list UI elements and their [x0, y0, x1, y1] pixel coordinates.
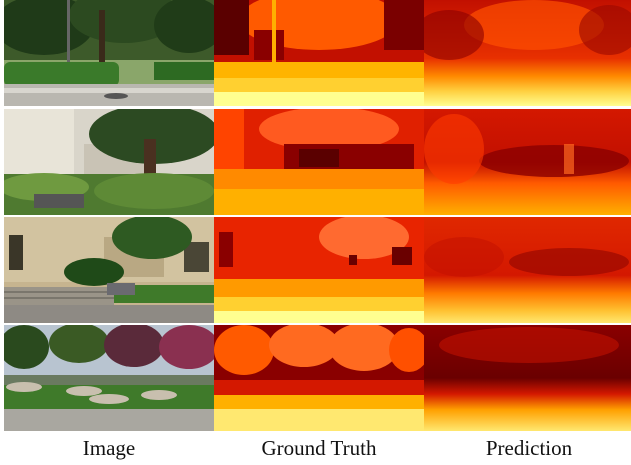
predicted-depth-4 — [424, 325, 631, 431]
column-label-prediction: Prediction — [485, 436, 573, 460]
scene-image-3 — [4, 217, 214, 323]
ground-truth-depth-1 — [214, 0, 424, 106]
scene-image-4 — [4, 325, 214, 431]
predicted-depth-3 — [424, 217, 631, 323]
ground-truth-depth-3 — [214, 217, 424, 323]
ground-truth-depth-4 — [214, 325, 424, 431]
ground-truth-depth-2 — [214, 109, 424, 215]
predicted-depth-1 — [424, 0, 631, 106]
column-label-image: Image — [82, 436, 136, 460]
scene-image-2 — [4, 109, 214, 215]
predicted-depth-2 — [424, 109, 631, 215]
column-label-ground-truth: Ground Truth — [261, 436, 377, 460]
scene-image-1 — [4, 0, 214, 106]
